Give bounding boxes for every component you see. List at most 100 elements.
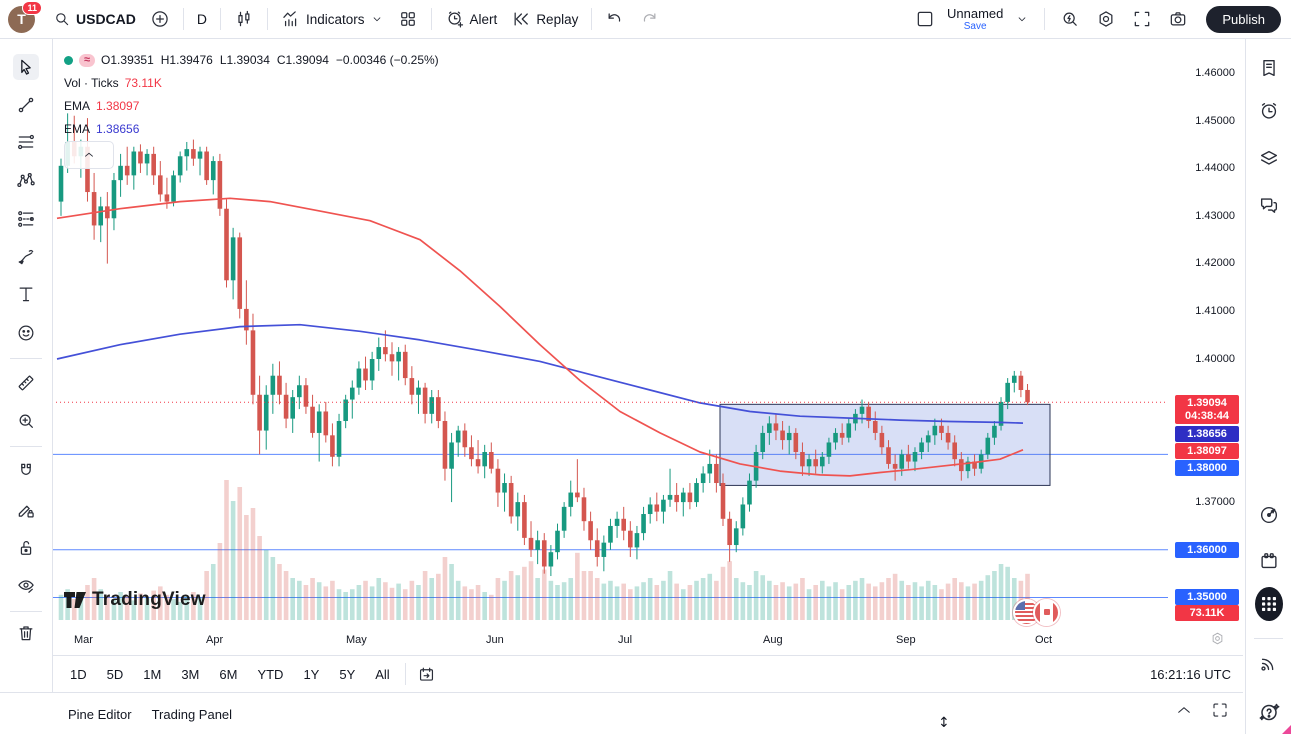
trend-line-tool[interactable]: [13, 92, 39, 118]
object-tree-button[interactable]: [1255, 144, 1283, 172]
divider: [1254, 638, 1283, 639]
hotlists-button[interactable]: [1255, 501, 1283, 529]
range-3m[interactable]: 3M: [181, 666, 200, 682]
magnet-mode-tool[interactable]: [13, 458, 39, 484]
redo-button[interactable]: [633, 5, 665, 33]
screenshot-button[interactable]: [1162, 5, 1194, 33]
replay-button[interactable]: Replay: [505, 5, 584, 33]
range-6m[interactable]: 6M: [219, 666, 238, 682]
price-label-badge: 1.35000: [1175, 589, 1239, 605]
divider: [591, 8, 593, 30]
prediction-tool[interactable]: [13, 206, 39, 232]
pine-editor-tab[interactable]: Pine Editor: [68, 706, 132, 722]
trading-panel-tab[interactable]: Trading Panel: [151, 706, 233, 722]
symbol-name: USDCAD: [76, 11, 136, 27]
help-button[interactable]: [1255, 698, 1283, 726]
pattern-tool[interactable]: [13, 167, 39, 193]
watchlist-button[interactable]: [1255, 54, 1283, 82]
range-5d[interactable]: 5D: [106, 666, 124, 682]
emoji-tool[interactable]: [13, 320, 39, 346]
text-tool[interactable]: [13, 281, 39, 307]
ema-fast-value: 1.38097: [96, 99, 140, 113]
hide-drawings-tool[interactable]: [13, 573, 39, 599]
chevron-down-icon: [373, 17, 380, 22]
date-range-bar: 1D 5D 1M 3M 6M YTD 1Y 5Y All 16:21:16 UTC: [52, 655, 1243, 692]
month-label: Jun: [486, 634, 504, 646]
divider: [182, 8, 184, 30]
divider: [1044, 8, 1046, 30]
range-items: 1D 5D 1M 3M 6M YTD 1Y 5Y All: [52, 663, 400, 686]
quick-search-button[interactable]: [1054, 5, 1086, 33]
ema-fast-label: EMA: [64, 99, 91, 113]
alert-button[interactable]: Alert: [439, 5, 504, 33]
chart-canvas[interactable]: [52, 38, 1168, 628]
apps-grid-button[interactable]: [1255, 587, 1283, 621]
divider: [220, 8, 222, 30]
chart-style-button[interactable]: [228, 5, 260, 33]
compare-add-button[interactable]: [144, 5, 176, 33]
panel-expand-chevron-button[interactable]: [1175, 701, 1193, 722]
ema-slow-label: EMA: [64, 122, 91, 136]
legend-main-row[interactable]: ≈ O1.39351 H1.39476 L1.39034 C1.39094 −0.003…: [64, 50, 446, 70]
plus-circle-icon: [152, 11, 168, 27]
go-to-date-icon: [419, 667, 433, 681]
go-to-date-button[interactable]: [411, 661, 442, 688]
gear-icon: [1099, 11, 1113, 27]
range-1y[interactable]: 1Y: [303, 666, 320, 682]
replay-icon: [514, 12, 529, 26]
indicators-button[interactable]: Indicators: [275, 5, 390, 33]
month-label: Aug: [763, 634, 783, 646]
quick-search-icon: [1063, 12, 1078, 26]
timezone-clock[interactable]: 16:21:16 UTC: [1150, 666, 1231, 682]
chat-button[interactable]: [1255, 191, 1283, 219]
range-1d[interactable]: 1D: [70, 666, 87, 682]
range-ytd[interactable]: YTD: [257, 666, 284, 682]
axis-settings-gear-icon[interactable]: [1210, 631, 1225, 649]
layout-square-icon: [917, 11, 933, 27]
panel-maximize-button[interactable]: [1211, 701, 1229, 722]
drawing-mode-tool[interactable]: [13, 497, 39, 523]
price-tick: 1.43000: [1195, 210, 1235, 222]
fib-retracement-tool[interactable]: [13, 129, 39, 155]
chevron-down-icon: [1019, 17, 1026, 22]
divider: [10, 611, 42, 612]
range-all[interactable]: All: [375, 666, 390, 682]
settings-button[interactable]: [1090, 5, 1122, 33]
user-avatar[interactable]: T 11: [8, 0, 42, 33]
alerts-panel-button[interactable]: [1255, 97, 1283, 125]
legend-ema-fast-row[interactable]: EMA 1.38097: [64, 96, 446, 116]
range-1m[interactable]: 1M: [143, 666, 162, 682]
measure-tool[interactable]: [13, 370, 39, 396]
streams-button[interactable]: [1255, 649, 1283, 677]
price-tick: 1.44000: [1195, 162, 1235, 174]
divider: [10, 446, 42, 447]
undo-button[interactable]: [599, 5, 631, 33]
legend-ema-slow-row[interactable]: EMA 1.38656: [64, 119, 446, 139]
layout-name-group[interactable]: Unnamed Save: [947, 7, 1003, 32]
symbol-search-button[interactable]: USDCAD: [47, 6, 142, 32]
time-axis[interactable]: Mar Apr May Jun Jul Aug Sep Oct: [52, 628, 1243, 655]
chart-legend: ≈ O1.39351 H1.39476 L1.39034 C1.39094 −0.003…: [64, 50, 446, 142]
divider: [430, 8, 432, 30]
layout-chevron-button[interactable]: [1009, 8, 1035, 30]
zoom-in-tool[interactable]: [13, 408, 39, 434]
calendar-button[interactable]: [1255, 547, 1283, 575]
brush-tool[interactable]: [13, 244, 39, 270]
interval-button[interactable]: D: [191, 7, 213, 31]
range-5y[interactable]: 5Y: [339, 666, 356, 682]
lock-drawings-tool[interactable]: [13, 535, 39, 561]
cursor-tool[interactable]: [13, 54, 39, 80]
publish-button[interactable]: Publish: [1206, 5, 1281, 33]
layout-select-button[interactable]: [909, 5, 941, 33]
fullscreen-button[interactable]: [1126, 5, 1158, 33]
month-label: Apr: [206, 634, 224, 646]
indicator-templates-button[interactable]: [392, 5, 424, 33]
legend-collapse-button[interactable]: [64, 141, 114, 169]
chart-pane[interactable]: ≈ O1.39351 H1.39476 L1.39034 C1.39094 −0.003…: [52, 38, 1243, 628]
month-label: May: [346, 634, 367, 646]
legend-volume-row[interactable]: Vol · Ticks 73.11K: [64, 73, 446, 93]
price-axis[interactable]: 1.46000 1.45000 1.44000 1.43000 1.42000 1.410…: [1168, 38, 1243, 628]
save-label[interactable]: Save: [963, 20, 987, 32]
remove-drawings-tool[interactable]: [13, 620, 39, 646]
month-label: Oct: [1035, 634, 1053, 646]
